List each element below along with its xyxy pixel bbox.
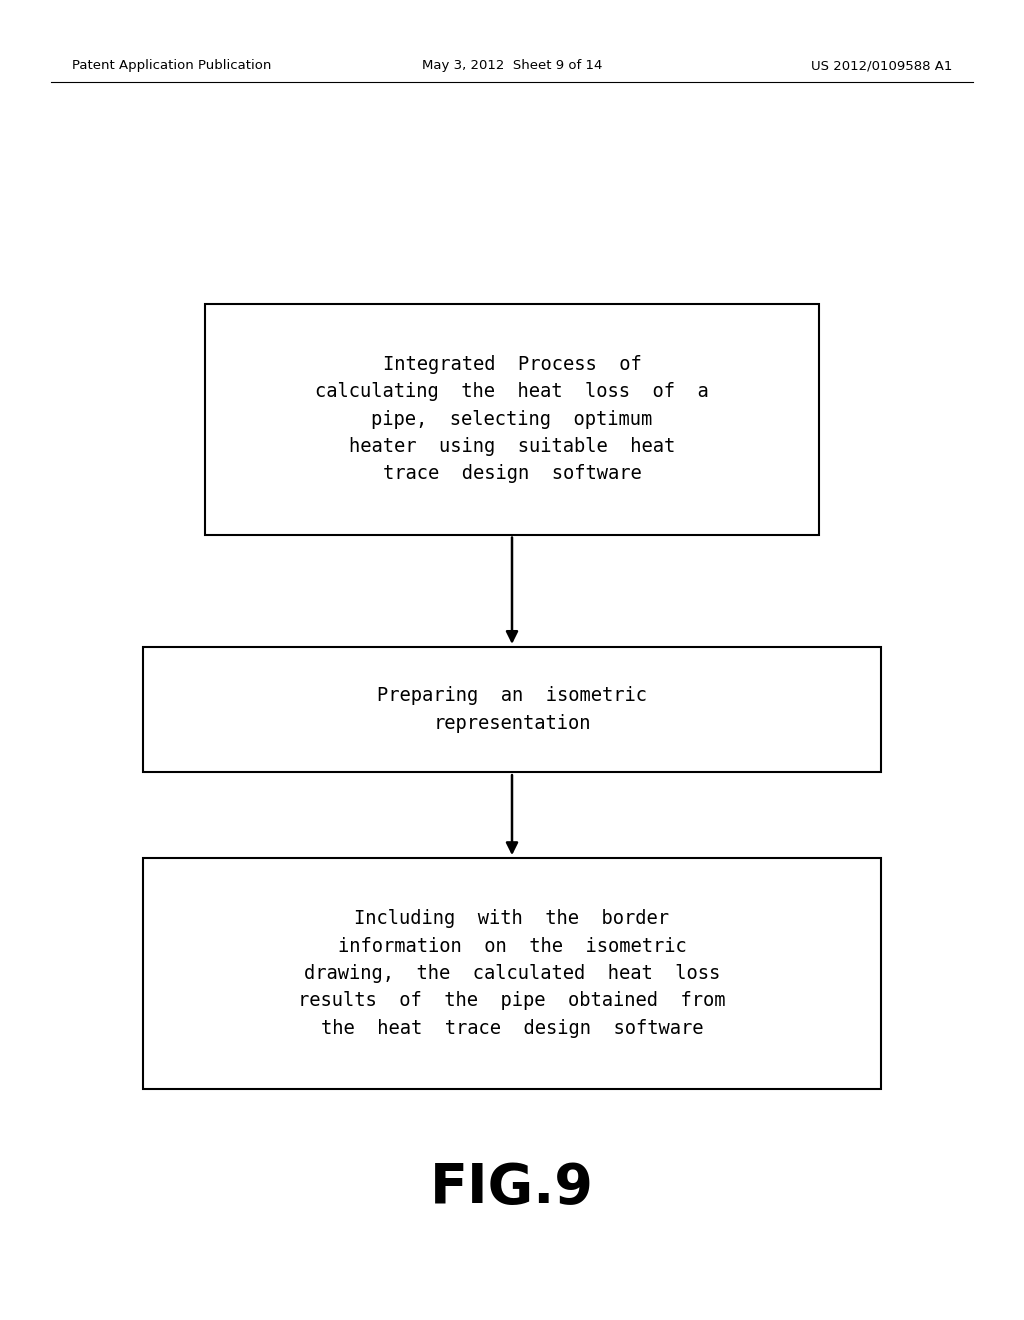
Text: May 3, 2012  Sheet 9 of 14: May 3, 2012 Sheet 9 of 14 (422, 59, 602, 73)
Text: Integrated  Process  of
calculating  the  heat  loss  of  a
pipe,  selecting  op: Integrated Process of calculating the he… (315, 355, 709, 483)
Text: FIG.9: FIG.9 (430, 1162, 594, 1214)
Text: Preparing  an  isometric
representation: Preparing an isometric representation (377, 686, 647, 733)
Text: Patent Application Publication: Patent Application Publication (72, 59, 271, 73)
Bar (205, 304, 819, 535)
Bar (143, 647, 881, 772)
Text: Including  with  the  border
information  on  the  isometric
drawing,  the  calc: Including with the border information on… (298, 909, 726, 1038)
Text: US 2012/0109588 A1: US 2012/0109588 A1 (811, 59, 952, 73)
Bar (143, 858, 881, 1089)
